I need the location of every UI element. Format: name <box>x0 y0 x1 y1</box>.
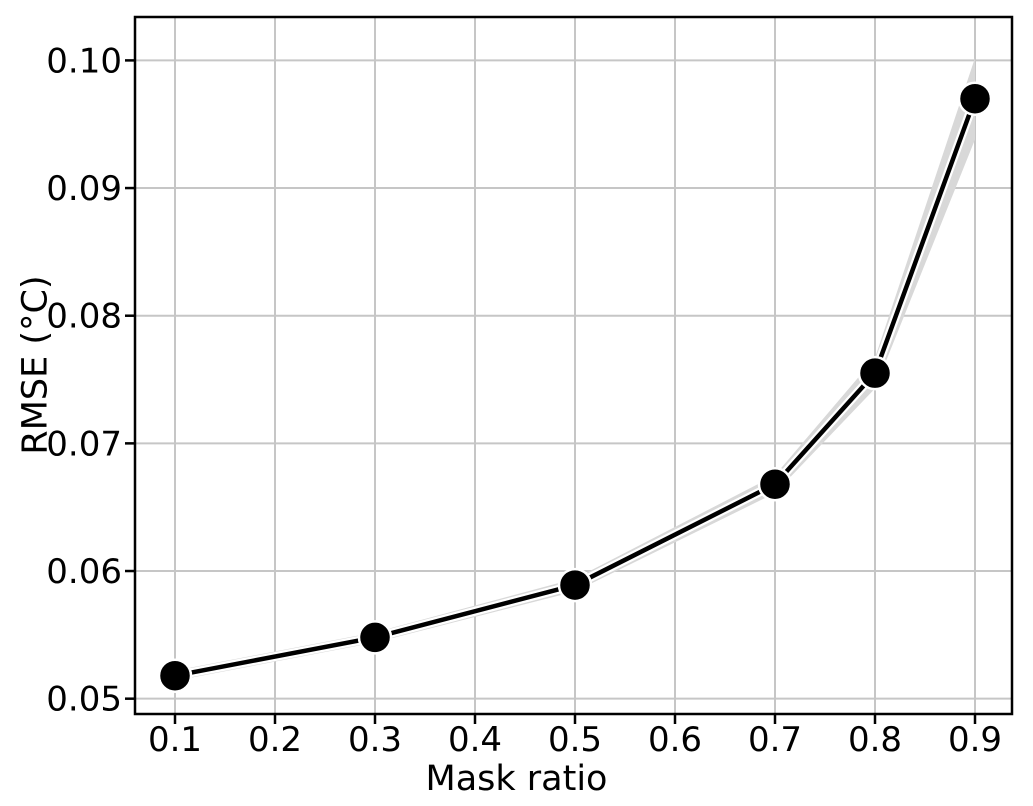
series-line <box>172 96 978 678</box>
x-tick-label: 0.9 <box>948 720 1002 760</box>
y-tick-label: 0.10 <box>46 41 122 81</box>
data-point-marker <box>557 567 593 603</box>
y-tick-label: 0.06 <box>46 552 122 592</box>
x-axis-label: Mask ratio <box>425 759 608 799</box>
data-point-marker <box>857 355 893 391</box>
data-point-marker <box>357 620 393 655</box>
data-point-marker <box>157 658 193 693</box>
y-axis-label: RMSE (°C) <box>15 275 56 455</box>
x-tick-label: 0.6 <box>648 720 702 760</box>
data-point-marker <box>957 81 993 116</box>
x-tick-label: 0.7 <box>748 720 802 760</box>
x-tick-label: 0.1 <box>148 720 202 760</box>
data-point-marker <box>757 466 793 502</box>
y-tick-label: 0.07 <box>46 424 122 464</box>
y-tick-label: 0.09 <box>46 169 122 209</box>
plot-border <box>133 15 1014 716</box>
x-tick-label: 0.8 <box>848 720 902 760</box>
x-tick-label: 0.5 <box>548 720 602 760</box>
x-tick-label: 0.4 <box>448 720 502 760</box>
x-tick-label: 0.3 <box>348 720 402 760</box>
y-tick-label: 0.05 <box>46 680 122 720</box>
y-tick-label: 0.08 <box>46 297 122 337</box>
x-tick-label: 0.2 <box>248 720 302 760</box>
